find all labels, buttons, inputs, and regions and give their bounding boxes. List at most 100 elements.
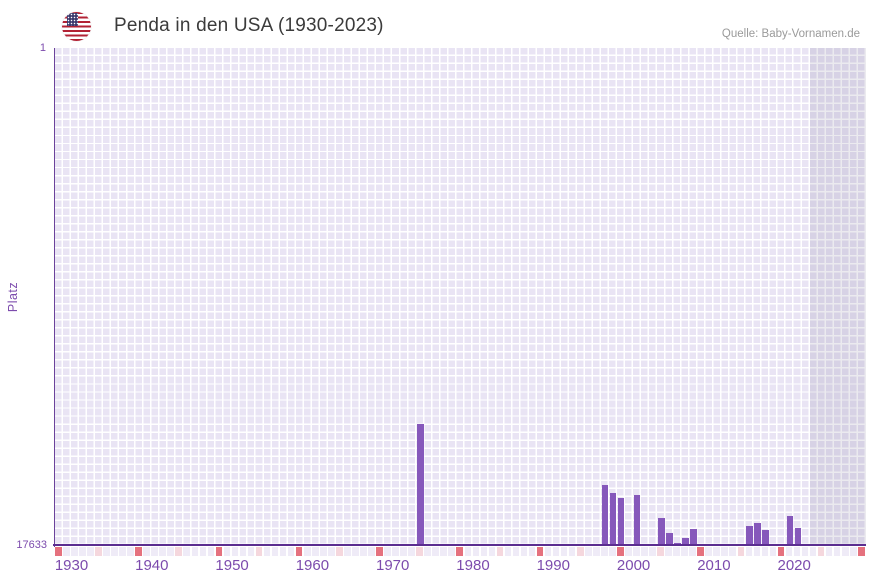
year-tick-row [55,547,866,556]
year-tick-2013 [721,547,729,556]
bar-2006[interactable] [666,532,673,545]
source-credit: Quelle: Baby-Vornamen.de [721,28,860,40]
year-tick-1958 [279,547,287,556]
bar-2002[interactable] [633,495,641,545]
year-tick-2000 [617,547,624,556]
year-tick-1983 [480,547,488,556]
x-axis-label-1980: 1980 [456,557,490,574]
year-tick-1932 [71,547,78,556]
bar-1998[interactable] [601,485,609,545]
future-years-overlay [809,48,866,545]
year-tick-1931 [63,547,70,556]
x-axis-labels: 1930 1940 1950 1960 1970 1980 1990 2000 2010 2020 [55,557,866,579]
year-tick-2001 [625,547,632,556]
year-tick-2030 [857,547,865,556]
bar-2005[interactable] [658,518,665,545]
year-tick-1993 [560,547,568,556]
year-tick-1945 [175,547,183,556]
year-tick-2017 [753,547,761,556]
year-tick-1995 [576,547,584,556]
y-axis-min-label: 17633 [16,539,47,551]
year-tick-2029 [849,547,857,556]
year-tick-1976 [424,547,431,556]
year-tick-1941 [143,547,150,556]
year-tick-1953 [239,547,247,556]
year-tick-1974 [408,547,415,556]
year-tick-1980 [456,547,464,556]
year-tick-1950 [215,547,223,556]
year-tick-1968 [360,547,367,556]
year-tick-1992 [552,547,560,556]
x-axis-label-2020: 2020 [777,557,811,574]
year-tick-1979 [448,547,456,556]
year-tick-1994 [568,547,576,556]
year-tick-1997 [592,547,600,556]
year-tick-2023 [801,547,809,556]
year-tick-2007 [673,547,680,556]
year-tick-1938 [119,547,126,556]
x-axis-label-1990: 1990 [536,557,570,574]
year-tick-1973 [400,547,407,556]
year-tick-1955 [255,547,263,556]
bar-2000[interactable] [617,498,625,545]
year-tick-2012 [713,547,721,556]
year-tick-1965 [336,547,343,556]
year-tick-1985 [496,547,504,556]
year-tick-2026 [825,547,833,556]
year-tick-1988 [520,547,528,556]
bar-2016[interactable] [746,526,753,545]
year-tick-2011 [705,547,712,556]
year-tick-1937 [111,547,118,556]
year-tick-2015 [737,547,745,556]
year-tick-1944 [167,547,174,556]
year-tick-1966 [344,547,351,556]
year-tick-1939 [127,547,134,556]
year-tick-2005 [657,547,664,556]
year-tick-1981 [464,547,472,556]
x-axis-label-1940: 1940 [135,557,169,574]
year-tick-1967 [352,547,359,556]
year-tick-2021 [785,547,793,556]
y-axis-max-label: 1 [39,42,46,54]
bar-1975[interactable] [417,424,424,545]
x-axis-label-1930: 1930 [54,557,89,574]
year-tick-1935 [95,547,102,556]
plot-area [53,48,866,547]
year-tick-1964 [328,547,335,556]
year-tick-1970 [376,547,383,556]
year-tick-1956 [263,547,271,556]
year-tick-1962 [311,547,319,556]
year-tick-2016 [745,547,753,556]
year-tick-1978 [440,547,448,556]
year-tick-1990 [536,547,544,556]
year-tick-1930 [55,547,62,556]
year-tick-1960 [295,547,303,556]
year-tick-1977 [432,547,439,556]
bar-2021[interactable] [786,516,793,545]
year-tick-1969 [368,547,375,556]
year-tick-1946 [183,547,191,556]
x-axis-label-1960: 1960 [295,557,330,574]
year-tick-1942 [151,547,158,556]
year-tick-1949 [207,547,215,556]
year-tick-2024 [809,547,817,556]
year-tick-2020 [777,547,785,556]
year-tick-2025 [817,547,825,556]
bar-2017[interactable] [754,523,761,545]
year-tick-1959 [287,547,295,556]
bar-1999[interactable] [609,492,617,545]
bar-2009[interactable] [690,528,697,545]
year-tick-1948 [199,547,207,556]
year-tick-2002 [633,547,640,556]
year-tick-2006 [665,547,672,556]
year-tick-1952 [231,547,239,556]
year-tick-1933 [79,547,86,556]
bar-2018[interactable] [762,529,769,545]
bar-2022[interactable] [794,528,802,545]
year-tick-1972 [392,547,399,556]
year-tick-1989 [528,547,536,556]
year-tick-1954 [247,547,255,556]
year-tick-1957 [271,547,279,556]
bar-2008[interactable] [682,538,689,545]
